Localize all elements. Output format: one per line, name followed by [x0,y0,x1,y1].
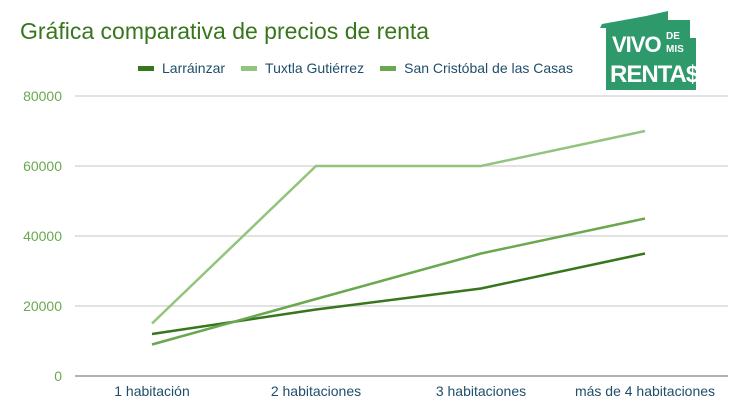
legend-label: San Cristóbal de las Casas [404,60,573,76]
legend-swatch [241,65,258,71]
legend-swatch [138,65,154,71]
legend-item: San Cristóbal de las Casas [380,60,573,76]
y-tick-label: 80000 [23,88,62,104]
svg-text:DE: DE [666,31,680,42]
legend-swatch [380,65,397,71]
vivo-de-mis-rentas-logo: VIVO DE MIS RENTA$ [600,11,700,90]
series-line [151,252,646,336]
y-tick-label: 40000 [23,228,62,244]
legend-item: Tuxtla Gutiérrez [241,60,364,76]
svg-text:RENTA$: RENTA$ [610,61,700,88]
legend-label: Larráinzar [162,60,226,76]
x-tick-label: 3 habitaciones [436,383,526,399]
legend: Larráinzar Tuxtla Gutiérrez San Cristóba… [138,60,573,76]
y-tick-label: 60000 [23,158,62,174]
legend-item: Larráinzar [138,60,225,76]
x-tick-label: 2 habitaciones [271,383,361,399]
legend-label: Tuxtla Gutiérrez [265,60,365,76]
series-line [151,129,646,325]
x-tick-label: más de 4 habitaciones [575,383,715,399]
y-tick-label: 20000 [23,298,62,314]
x-tick-label: 1 habitación [114,383,190,399]
svg-text:MIS: MIS [666,44,684,55]
svg-text:VIVO: VIVO [612,32,661,57]
y-tick-label: 0 [54,368,62,384]
series-line [151,217,646,346]
chart-title: Gráfica comparativa de precios de renta [20,18,430,44]
